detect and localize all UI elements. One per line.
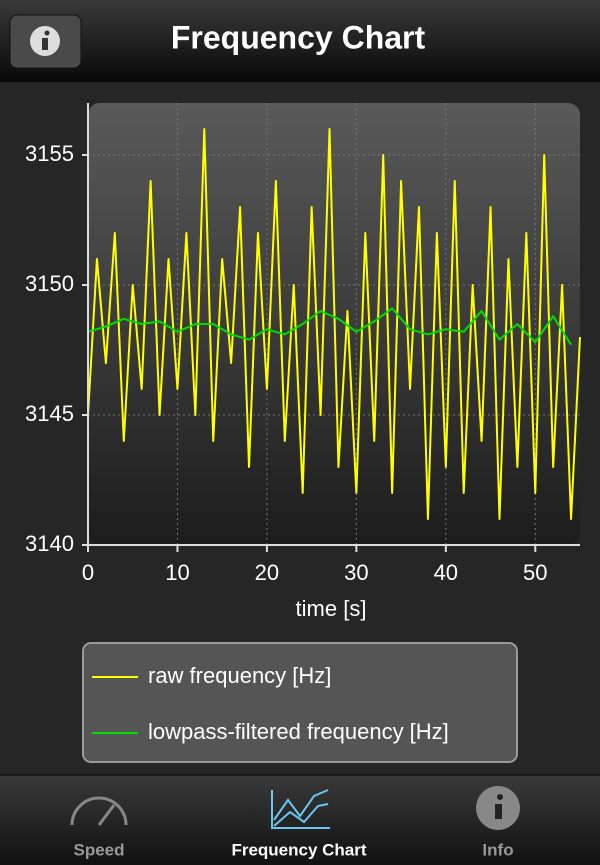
x-tick-label: 20 — [255, 560, 279, 585]
series-line — [87, 128, 581, 520]
y-tick-label: 3155 — [25, 141, 74, 166]
y-tick-label: 3140 — [25, 531, 74, 556]
x-axis-label: time [s] — [296, 596, 367, 621]
y-tick-label: 3150 — [25, 271, 74, 296]
header-bar — [0, 0, 600, 82]
legend — [82, 642, 518, 763]
y-tick-label: 3145 — [25, 401, 74, 426]
info-tab-icon — [476, 786, 520, 830]
x-tick-label: 50 — [523, 560, 547, 585]
legend-label: raw frequency [Hz] — [148, 663, 331, 688]
tab-label[interactable]: Frequency Chart — [231, 840, 366, 859]
tab-label[interactable]: Speed — [73, 840, 124, 859]
chart-icon — [271, 789, 330, 829]
x-tick-label: 30 — [344, 560, 368, 585]
speed-icon — [70, 796, 128, 826]
header-title: Frequency Chart — [171, 19, 426, 55]
legend-label: lowpass-filtered frequency [Hz] — [148, 719, 449, 744]
series-line — [87, 307, 572, 346]
x-tick-label: 40 — [434, 560, 458, 585]
x-tick-label: 0 — [82, 560, 94, 585]
x-tick-label: 10 — [165, 560, 189, 585]
tab-label[interactable]: Info — [482, 840, 513, 859]
info-button[interactable] — [9, 14, 82, 69]
